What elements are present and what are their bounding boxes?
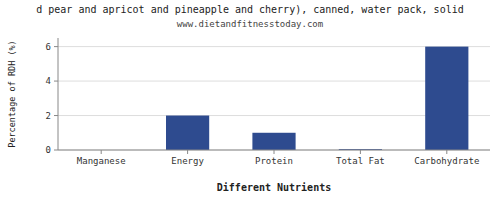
y-tick-label: 4 — [46, 76, 51, 86]
y-tick — [54, 150, 58, 151]
x-tick — [101, 150, 102, 154]
x-tick-label: Manganese — [77, 156, 126, 166]
x-tick — [274, 150, 275, 154]
grid-line — [58, 150, 490, 151]
bars — [166, 47, 468, 150]
chart: d pear and apricot and pineapple and che… — [0, 0, 500, 200]
y-tick — [54, 115, 58, 116]
x-tick — [187, 150, 188, 154]
y-tick — [54, 81, 58, 82]
x-tick — [446, 150, 447, 154]
y-axis-line — [58, 38, 59, 150]
subtitle: www.dietandfitnesstoday.com — [177, 19, 323, 29]
y-tick-label: 0 — [46, 145, 51, 155]
x-tick-label: Total Fat — [336, 156, 385, 166]
y-tick-label: 2 — [46, 111, 51, 121]
bar — [425, 47, 468, 150]
x-tick-label: Energy — [171, 156, 204, 166]
y-tick — [54, 46, 58, 47]
x-tick-label: Protein — [255, 156, 293, 166]
bar — [166, 116, 209, 150]
y-axis-label: Percentage of RDH (%) — [7, 40, 17, 147]
x-axis-line — [58, 150, 490, 151]
x-tick — [360, 150, 361, 154]
chart-container: d pear and apricot and pineapple and che… — [0, 0, 500, 200]
bar — [252, 133, 295, 150]
x-tick-label: Carbohydrate — [414, 156, 479, 166]
y-tick-label: 6 — [46, 42, 51, 52]
x-axis-label: Different Nutrients — [217, 182, 331, 193]
title: d pear and apricot and pineapple and che… — [36, 4, 463, 15]
